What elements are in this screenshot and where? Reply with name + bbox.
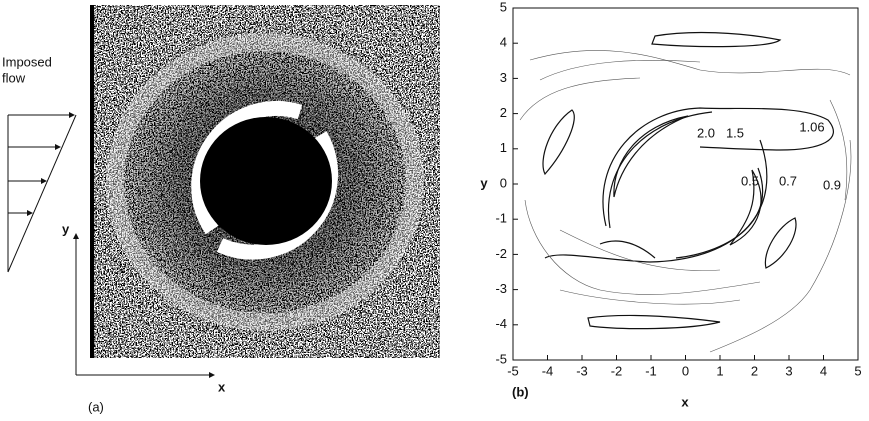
y-tick-label: 3: [500, 70, 507, 85]
y-tick-label: 5: [500, 0, 507, 14]
y-tick-label: 0: [500, 175, 507, 190]
y-tick-label: -2: [495, 246, 507, 261]
flow-label: Imposed: [2, 54, 52, 69]
x-tick-label: -4: [542, 363, 554, 378]
contour-label: 0.7: [779, 173, 797, 188]
axis-label: y: [480, 175, 488, 190]
axis-label: x: [681, 394, 689, 409]
y-tick-label: -3: [495, 281, 507, 296]
contour-label: 0.5: [741, 173, 759, 188]
contour-label: 0.9: [823, 177, 841, 192]
y-tick-label: 2: [500, 105, 507, 120]
flow-schematic: Imposed flow y x (a): [2, 54, 226, 414]
y-tick-label: -5: [495, 351, 507, 366]
contour-label: 2.0: [697, 125, 715, 140]
x-tick-label: 5: [854, 363, 861, 378]
axis-label: (b): [512, 384, 529, 399]
y-tick-label: -4: [495, 316, 507, 331]
plot-frame: [512, 7, 859, 361]
flow-label: flow: [2, 70, 26, 85]
x-tick-label: 4: [820, 363, 827, 378]
x-tick-label: 1: [716, 363, 723, 378]
particle-image: [90, 5, 440, 358]
contour-label: 1.06: [799, 119, 824, 134]
y-tick-label: -1: [495, 211, 507, 226]
axis-label: x: [218, 379, 226, 394]
x-tick-label: -1: [645, 363, 657, 378]
x-tick-label: 2: [751, 363, 758, 378]
x-tick-label: -3: [576, 363, 588, 378]
x-tick-label: -2: [611, 363, 623, 378]
contour-plot: (b) x y -5 -4 -3 -2 -1 0 1 2 3 4 5 -5 -4 -3 -2 -1 0 1 2 3 4 5…: [480, 0, 861, 409]
y-tick-label: 1: [500, 140, 507, 155]
contour-label: 1.5: [726, 125, 744, 140]
axis-label: y: [62, 221, 70, 236]
caption: (a): [88, 399, 104, 414]
x-tick-label: 3: [785, 363, 792, 378]
x-tick-label: -5: [507, 363, 519, 378]
y-tick-label: 4: [500, 35, 507, 50]
x-tick-label: 0: [682, 363, 689, 378]
contours: [519, 31, 852, 353]
